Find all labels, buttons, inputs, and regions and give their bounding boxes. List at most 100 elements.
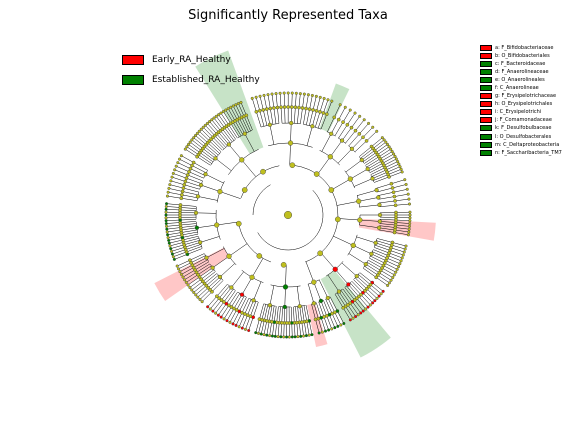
branch-line [207,123,217,135]
branch-line [214,135,226,148]
tree-node [178,270,182,274]
branch-line [320,300,327,316]
branch-line [235,312,243,326]
branch-arc [257,190,324,251]
tree-node [169,247,173,251]
tree-node [359,157,364,163]
tree-node [368,303,372,307]
tree-node [221,110,225,114]
branch-line [281,306,283,323]
tree-node [381,289,385,293]
branch-line [235,104,243,118]
tree-node [180,193,184,197]
tree-node [226,142,231,147]
tree-node [278,91,282,95]
branch-line [298,93,301,108]
tree-node [287,335,291,339]
branch-line [368,162,383,172]
tree-node [364,307,368,311]
branch-line [395,224,410,227]
branch-line [391,179,405,184]
tree-node [243,327,247,331]
branch-line [205,125,215,136]
branch-line [196,156,211,166]
taxa-legend-item: f: C_Anaerolineae [480,84,562,92]
tree-node [229,305,234,309]
tree-node [231,322,235,326]
tree-node [401,253,405,257]
tree-node [324,112,329,117]
branch-line [379,205,396,207]
tree-node [222,300,226,304]
branch-line [186,246,202,253]
tree-node [354,274,359,279]
tree-node [201,125,205,129]
branch-line [358,274,371,285]
branch-line [205,144,219,156]
tree-node [367,121,371,125]
taxa-label: h: O_Erysipelotrichales [495,101,553,108]
branch-line [179,158,193,166]
branch-line [218,132,230,145]
branch-line [239,118,247,133]
branch-line [354,299,364,312]
branch-line [180,223,197,226]
tree-node [166,236,170,240]
branch-line [384,161,398,168]
tree-node [232,306,236,311]
branch-line [177,162,191,169]
branch-line [252,302,259,318]
taxa-legend-item: m: C_Deltaproteobacteria [480,141,562,149]
branch-line [362,292,373,304]
branch-line [338,291,349,306]
branch-line [329,314,336,328]
branch-line [356,275,369,287]
tree-node [169,179,173,183]
tree-node [285,335,289,339]
branch-line [323,299,330,315]
branch-line [351,137,364,149]
tree-node [387,175,391,179]
branch-line [283,306,286,323]
tree-node [164,210,168,214]
branch-line [166,219,181,221]
tree-node [165,194,169,198]
branch-line [204,146,217,157]
taxa-swatch [480,61,492,68]
tree-node [359,311,363,315]
tree-node [390,186,395,190]
branch-line [378,148,391,157]
branch-line [166,209,181,211]
branch-line [181,267,194,275]
branch-line [241,117,249,132]
branch-line [334,121,344,136]
branch-line [193,259,208,268]
tree-node [190,288,194,292]
branch-line [220,130,231,144]
branch-line [263,109,268,126]
tree-node [314,94,318,98]
branch-line [197,265,212,275]
branch-line [299,306,303,323]
tree-node [296,335,300,339]
branch-line [294,107,296,124]
branch-line [362,127,373,138]
branch-line [347,304,356,317]
branch-line [247,300,254,316]
branch-line [333,235,354,246]
tree-node [392,152,396,156]
clade-highlight [154,247,230,302]
branch-line [186,177,202,184]
branch-line [350,168,368,180]
branch-line [305,94,309,109]
tree-node [341,306,345,310]
branch-line [389,250,404,256]
branch-line [216,284,228,297]
branch-line [219,263,235,278]
tree-node [349,146,355,151]
branch-line [306,109,310,125]
branch-line [272,322,275,337]
branch-line [374,244,391,251]
tree-node [393,203,398,208]
tree-node [270,92,274,96]
